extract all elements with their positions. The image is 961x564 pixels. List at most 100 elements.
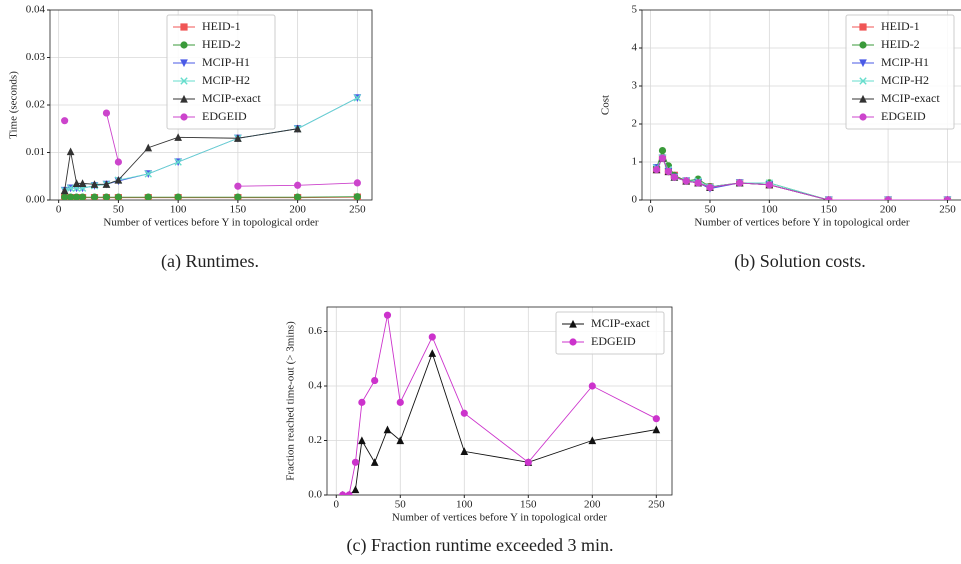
- marker: [180, 94, 188, 103]
- marker: [102, 109, 111, 117]
- marker: [370, 458, 379, 466]
- legend-label: MCIP-exact: [881, 91, 940, 105]
- y-tick-label: 5: [632, 4, 638, 16]
- marker: [180, 59, 188, 68]
- marker: [859, 94, 867, 103]
- marker: [90, 193, 99, 200]
- marker: [174, 193, 182, 200]
- marker: [652, 415, 660, 423]
- y-tick-label: 3: [632, 80, 638, 92]
- y-tick-label: 0.4: [308, 380, 322, 392]
- marker: [358, 398, 366, 406]
- marker: [460, 447, 469, 456]
- marker: [144, 170, 152, 178]
- caption: (a) Runtimes.: [161, 251, 259, 272]
- marker: [428, 333, 436, 341]
- marker: [78, 179, 87, 187]
- x-tick-label: 150: [820, 204, 837, 216]
- legend-label: HEID-1: [881, 19, 920, 33]
- marker: [670, 173, 678, 181]
- marker: [294, 193, 302, 200]
- marker: [569, 338, 577, 346]
- marker: [102, 180, 111, 188]
- marker: [174, 133, 182, 141]
- marker: [658, 147, 667, 155]
- marker: [859, 77, 867, 85]
- marker: [294, 181, 302, 189]
- marker: [736, 179, 744, 187]
- marker: [345, 491, 353, 495]
- marker: [652, 425, 661, 434]
- marker: [396, 436, 405, 445]
- marker: [588, 382, 596, 390]
- y-tick-label: 0: [632, 194, 638, 206]
- series-group: [60, 94, 362, 200]
- marker: [569, 319, 577, 328]
- legend-label: EDGEID: [202, 109, 247, 123]
- marker: [353, 94, 362, 102]
- legend-label: MCIP-H2: [202, 73, 250, 87]
- marker: [180, 41, 188, 49]
- y-tick-label: 0.01: [26, 146, 45, 158]
- legend-label: MCIP-exact: [591, 316, 650, 330]
- marker: [825, 196, 833, 200]
- marker: [358, 436, 366, 445]
- y-tick-label: 0.03: [26, 51, 46, 63]
- marker: [72, 193, 81, 200]
- caption: (c) Fraction runtime exceeded 3 min.: [347, 535, 614, 556]
- marker: [234, 193, 242, 200]
- y-axis-label: Cost: [600, 95, 612, 115]
- marker: [114, 175, 123, 184]
- marker: [144, 193, 152, 200]
- caption: (b) Solution costs.: [734, 251, 866, 272]
- marker: [234, 182, 242, 190]
- legend-label: MCIP-H1: [881, 55, 929, 69]
- x-axis-label: Number of vertices before Y in topologic…: [103, 217, 318, 229]
- y-tick-label: 0.6: [308, 325, 322, 337]
- x-tick-label: 150: [520, 499, 537, 511]
- y-tick-label: 2: [632, 118, 638, 130]
- plot-frame: [326, 306, 673, 496]
- legend-label: MCIP-H1: [202, 55, 250, 69]
- marker: [884, 196, 892, 200]
- y-axis-label: Fraction reached time-out (> 3mins): [285, 321, 297, 481]
- marker: [383, 425, 392, 434]
- x-tick-label: 250: [939, 204, 956, 216]
- marker: [943, 196, 952, 200]
- marker: [60, 186, 69, 195]
- marker: [859, 23, 867, 31]
- marker: [61, 117, 69, 125]
- legend-label: MCIP-exact: [202, 91, 261, 105]
- legend-label: HEID-2: [202, 37, 241, 51]
- plot-frame: [641, 9, 961, 201]
- marker: [765, 181, 773, 189]
- marker: [682, 177, 690, 185]
- legend-label: MCIP-H2: [881, 73, 929, 87]
- x-tick-label: 250: [349, 204, 366, 216]
- x-tick-label: 250: [648, 499, 665, 511]
- series-group: [652, 147, 952, 200]
- y-tick-label: 4: [632, 42, 638, 54]
- series-line: [342, 351, 657, 495]
- y-axis-label: Time (seconds): [8, 71, 20, 139]
- x-tick-label: 150: [230, 204, 247, 216]
- x-tick-label: 100: [170, 204, 187, 216]
- y-tick-label: 1: [632, 156, 638, 168]
- legend-box: [845, 14, 955, 130]
- marker: [353, 193, 361, 200]
- marker: [396, 398, 404, 406]
- legend-label: EDGEID: [881, 109, 926, 123]
- marker: [102, 193, 111, 200]
- x-axis-label: Number of vertices before Y in topologic…: [392, 512, 607, 524]
- x-tick-label: 0: [334, 499, 340, 511]
- series-line: [342, 315, 657, 495]
- marker: [460, 409, 468, 417]
- marker: [351, 485, 360, 494]
- marker: [114, 193, 123, 200]
- x-tick-label: 50: [113, 204, 125, 216]
- marker: [694, 179, 702, 187]
- marker: [706, 183, 714, 192]
- y-tick-label: 0.04: [26, 4, 46, 16]
- legend-label: HEID-2: [881, 37, 920, 51]
- marker: [180, 77, 188, 85]
